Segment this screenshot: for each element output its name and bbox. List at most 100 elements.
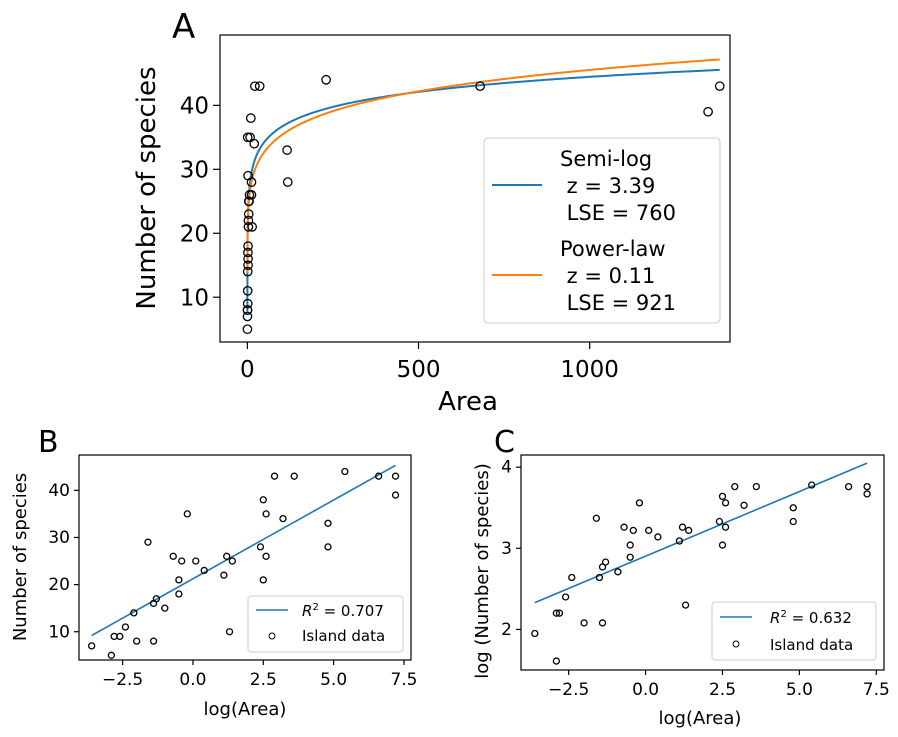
panel-b-data-point — [259, 496, 267, 504]
panel-c-y-tick-label: 3 — [501, 539, 512, 559]
panel-a-data-point — [714, 81, 725, 92]
legend-c-fit-label: R2 = 0.632 — [770, 609, 852, 627]
legend-c-r-symbol: R — [770, 609, 780, 627]
panel-c-data-point — [731, 482, 739, 491]
panel-a-data-point — [242, 311, 253, 322]
panel-c-x-tick-label: 0.0 — [632, 680, 659, 700]
panel-a-data-point — [243, 247, 253, 258]
panel-b-data-point — [341, 467, 349, 476]
panel-b-data-point — [116, 632, 124, 641]
panel-b-data-point — [225, 628, 234, 636]
panel-c-axes: −2.5 0.0 2.5 5.0 7.5 2 3 4 — [501, 458, 890, 700]
panel-a: A 0 500 1000 10 20 30 40 Area Number of specie… — [132, 7, 731, 417]
panel-b-data-point — [175, 576, 183, 584]
panel-b-y-tick-label: 10 — [48, 622, 70, 642]
panel-a-fit-line-2 — [246, 58, 720, 273]
panel-c-x-axis-label: log(Area) — [659, 708, 742, 729]
legend-c-data-label: Island data — [770, 636, 853, 654]
panel-a-data-point — [321, 74, 331, 85]
panel-b-x-tick-label: −2.5 — [102, 670, 143, 690]
panel-c-data-point — [718, 541, 727, 549]
panel-c-frame — [520, 454, 885, 671]
panel-b-data-point — [178, 557, 186, 565]
panel-c-label: C — [494, 425, 515, 460]
panel-b-data-point — [144, 538, 152, 546]
panel-c-data-point — [580, 619, 588, 627]
panel-b-data-point — [324, 519, 332, 527]
panel-a-axes: 0 500 1000 10 20 30 40 — [180, 93, 619, 383]
panel-b-data-point — [262, 510, 270, 518]
panel-a-x-tick-label: 0 — [240, 357, 255, 383]
panel-c-data-point — [721, 499, 730, 507]
panel-c-data-point — [614, 568, 622, 576]
panel-a-data-point — [243, 209, 254, 219]
panel-c-data-point — [645, 526, 653, 535]
panel-a-data-point — [242, 285, 253, 296]
panel-b-x-tick-label: 7.5 — [390, 670, 417, 690]
panel-c-data-point — [718, 492, 727, 501]
panel-c-x-tick-label: 7.5 — [863, 680, 890, 700]
panel-b-data-point — [107, 651, 116, 659]
legend-power-law-z: z = 0.11 — [560, 264, 655, 288]
legend-b-r-symbol: R — [302, 602, 312, 620]
panel-b-y-axis-label: Number of species — [10, 473, 31, 641]
panel-c-data-point — [561, 593, 570, 601]
panel-b-data-point — [290, 472, 298, 480]
panel-b-plot-area — [88, 464, 400, 659]
panel-a-legend: Semi-log z = 3.39 LSE = 760 Power-law z … — [483, 137, 721, 324]
legend-b-data-label: Island data — [302, 627, 385, 645]
panel-b-y-tick-label: 20 — [48, 575, 70, 595]
panel-b-data-point — [175, 590, 183, 598]
panel-c-data-point — [592, 514, 601, 522]
panel-c-data-point — [620, 523, 628, 531]
panel-a-data-point — [242, 266, 253, 277]
panel-b-data-point — [374, 472, 383, 480]
panel-c-data-point — [629, 526, 637, 535]
legend-power-law-lse: LSE = 921 — [560, 291, 676, 315]
panel-a-data-point — [475, 81, 485, 92]
panel-c-data-point — [721, 523, 730, 531]
panel-a-y-tick-label: 10 — [180, 285, 209, 311]
panel-b-x-tick-label: 5.0 — [320, 670, 347, 690]
panel-a-plot-area — [242, 58, 725, 335]
panel-c-legend-box — [711, 601, 877, 661]
legend-semi-log-lse: LSE = 760 — [560, 201, 676, 225]
legend-semi-log-name: Semi-log — [560, 147, 652, 171]
panel-a-data-point — [246, 177, 257, 187]
panel-c-data-point — [531, 629, 539, 638]
panel-a-data-point — [282, 177, 293, 187]
panel-a-label: A — [172, 7, 195, 47]
panel-b-legend: R2 = 0.707 Island data — [247, 595, 404, 653]
panel-c-fit-line-1 — [534, 462, 868, 604]
panel-b-data-point — [149, 637, 158, 645]
panel-a-data-point — [247, 222, 258, 232]
panel-b-x-axis-label: log(Area) — [204, 699, 287, 720]
panel-c-legend: R2 = 0.632 Island data — [711, 601, 877, 661]
panel-c-data-point — [626, 541, 634, 549]
panel-c-data-point — [789, 517, 797, 526]
panel-b-data-point — [223, 552, 231, 560]
panel-b-x-tick-label: 0.0 — [179, 670, 206, 690]
legend-c-marker — [732, 640, 740, 648]
panel-a-x-tick-label: 500 — [397, 357, 441, 383]
panel-c-data-point — [552, 657, 561, 665]
panel-c-y-tick-label: 4 — [501, 458, 512, 478]
legend-b-marker — [268, 632, 276, 640]
panel-b-data-point — [192, 557, 200, 565]
panel-b: B −2.5 0.0 2.5 5.0 7.5 10 20 30 40 log(Area) Num… — [10, 425, 417, 720]
panel-a-data-point — [244, 196, 254, 207]
panel-a-data-point — [250, 81, 260, 92]
panel-a-frame — [219, 34, 731, 343]
panel-a-x-tick-label: 1000 — [560, 357, 619, 383]
panel-a-y-tick-label: 40 — [180, 93, 209, 119]
panel-c-data-point — [752, 482, 760, 491]
legend-b-r-value: = 0.707 — [319, 602, 384, 620]
panel-b-data-point — [279, 514, 287, 523]
panel-a-data-point — [245, 113, 256, 124]
panel-c-data-point — [595, 573, 604, 582]
legend-c-r-value: = 0.632 — [787, 609, 852, 627]
panel-c-data-point — [568, 573, 576, 582]
panel-c-data-point — [681, 601, 690, 609]
panel-a-data-point — [243, 222, 254, 232]
